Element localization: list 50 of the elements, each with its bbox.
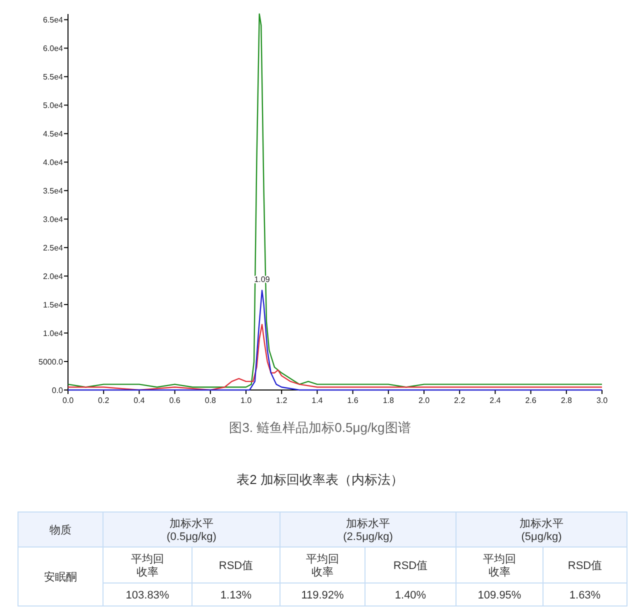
text: 加标水平 (0.5μg/kg) <box>166 517 216 543</box>
text: RSD值 <box>568 560 602 572</box>
text: 1.13% <box>220 590 252 602</box>
y-tick-label: 2.0e4 <box>42 272 64 282</box>
x-tick-label: 3.0 <box>596 396 608 405</box>
text: RSD值 <box>393 560 428 572</box>
y-tick-label: 4.5e4 <box>42 130 64 139</box>
text: 图3. 鲢鱼样品加标0.5μg/kg图谱 <box>229 420 411 435</box>
y-tick-label: 0.0 <box>52 386 64 395</box>
y-tick-label: 1.0e4 <box>42 329 64 338</box>
x-tick-label: 1.4 <box>312 396 324 405</box>
x-tick-label: 2.4 <box>490 396 502 405</box>
y-tick-label: 6.0e4 <box>42 44 64 54</box>
text: 119.92% <box>301 590 344 602</box>
text: 加标水平 (5μg/kg) <box>520 517 564 543</box>
y-tick-label: 3.0e4 <box>42 215 64 224</box>
line-series <box>67 13 603 388</box>
x-tick-label: 2.8 <box>560 396 573 405</box>
text: 103.83% <box>126 590 170 602</box>
y-tick-label: 5.5e4 <box>42 72 64 82</box>
x-tick-label: 2.6 <box>525 396 537 405</box>
x-tick-label: 2.0 <box>418 396 430 405</box>
text: 平均回收率 <box>131 554 164 578</box>
text: 平均回收率 <box>483 554 516 578</box>
y-tick-label: 2.5e4 <box>42 244 64 253</box>
x-tick-label: 1.6 <box>347 396 359 405</box>
y-tick-label: 4.0e4 <box>42 158 64 168</box>
text: 1.40% <box>394 590 426 602</box>
y-tick-label: 6.5e4 <box>42 16 64 25</box>
x-tick-label: 1.0 <box>240 396 252 405</box>
text: 1.63% <box>569 590 601 602</box>
y-tick-label: 3.5e4 <box>42 186 64 196</box>
y-tick-label: 1.5e4 <box>42 300 64 310</box>
text: RSD值 <box>218 560 254 572</box>
x-tick-label: 2.2 <box>454 396 466 405</box>
x-tick-label: 0.2 <box>98 396 110 405</box>
x-tick-label: 0.4 <box>134 396 146 405</box>
text: 平均回收率 <box>306 554 339 578</box>
y-tick-label: 5.0e4 <box>42 101 64 110</box>
x-tick-label: 0.8 <box>204 396 217 405</box>
x-tick-label: 1.8 <box>382 396 395 405</box>
text: 物质 <box>50 524 72 536</box>
y-tick-label: 5000.0 <box>38 358 64 367</box>
x-tick-label: 0.0 <box>62 396 74 405</box>
x-tick-label: 1.2 <box>276 396 288 405</box>
text: 加标水平 (2.5μg/kg) <box>343 517 393 543</box>
text: 109.95% <box>478 590 522 602</box>
x-tick-label: 0.6 <box>169 396 181 405</box>
text: 安眠酮 <box>44 570 77 584</box>
text: 表2 加标回收率表（内标法） <box>236 472 404 487</box>
